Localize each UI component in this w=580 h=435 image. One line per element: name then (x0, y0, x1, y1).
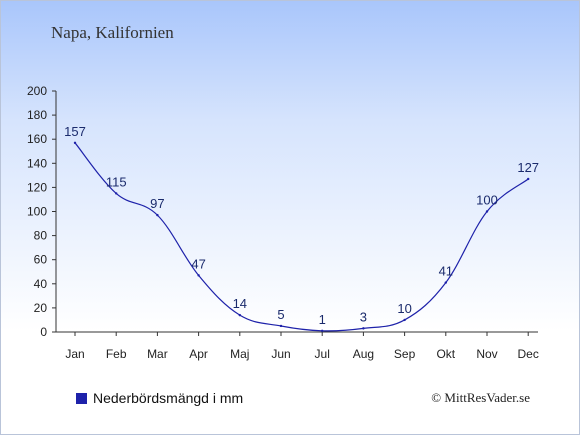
x-tick-label: Nov (476, 347, 497, 361)
data-label: 14 (233, 296, 247, 311)
x-tick-label: Okt (436, 347, 455, 361)
x-tick-label: Feb (106, 347, 127, 361)
legend-label: Nederbördsmängd i mm (93, 390, 244, 406)
data-point (197, 274, 200, 277)
y-tick-label: 60 (34, 253, 48, 267)
data-point (238, 313, 241, 317)
data-point (362, 327, 365, 330)
data-point (403, 318, 406, 322)
x-tick-label: Jun (271, 347, 290, 361)
x-tick-label: Maj (230, 347, 249, 361)
y-tick-label: 20 (34, 301, 48, 315)
data-point (485, 210, 489, 213)
data-point (115, 192, 118, 195)
legend-swatch (76, 392, 87, 404)
y-tick-label: 120 (27, 180, 47, 194)
data-point (279, 324, 283, 328)
copyright-text: © MittResVader.se (431, 390, 530, 405)
data-point (156, 213, 159, 217)
data-label: 41 (439, 264, 453, 279)
y-tick-label: 100 (27, 205, 47, 219)
data-point (527, 177, 530, 181)
data-label: 10 (397, 301, 411, 316)
x-tick-label: Jan (65, 347, 84, 361)
x-tick-label: Mar (147, 347, 168, 361)
y-tick-label: 0 (40, 325, 47, 339)
x-tick-label: Apr (189, 347, 208, 361)
y-tick-label: 80 (34, 229, 48, 243)
data-label: 47 (191, 256, 205, 271)
series-line-precipitation (74, 142, 529, 332)
data-label: 1 (319, 312, 326, 327)
data-label: 157 (64, 124, 86, 139)
data-label: 97 (150, 196, 164, 211)
y-tick-label: 40 (34, 277, 48, 291)
data-label: 100 (476, 193, 498, 208)
y-tick-label: 140 (27, 156, 47, 170)
y-tick-label: 200 (27, 84, 47, 98)
data-point (73, 141, 77, 145)
data-label: 115 (106, 174, 127, 189)
x-tick-label: Jul (315, 347, 330, 361)
data-point (444, 281, 447, 284)
chart-title: Napa, Kalifornien (51, 23, 174, 42)
data-point (321, 329, 324, 332)
data-label: 127 (517, 160, 539, 175)
x-tick-label: Aug (353, 347, 374, 361)
x-tick-label: Sep (394, 347, 416, 361)
data-label: 5 (277, 307, 284, 322)
x-tick-label: Dec (518, 347, 539, 361)
data-label: 3 (360, 309, 367, 324)
y-tick-label: 160 (27, 132, 47, 146)
y-tick-label: 180 (27, 108, 47, 122)
legend: Nederbördsmängd i mm (76, 390, 243, 406)
